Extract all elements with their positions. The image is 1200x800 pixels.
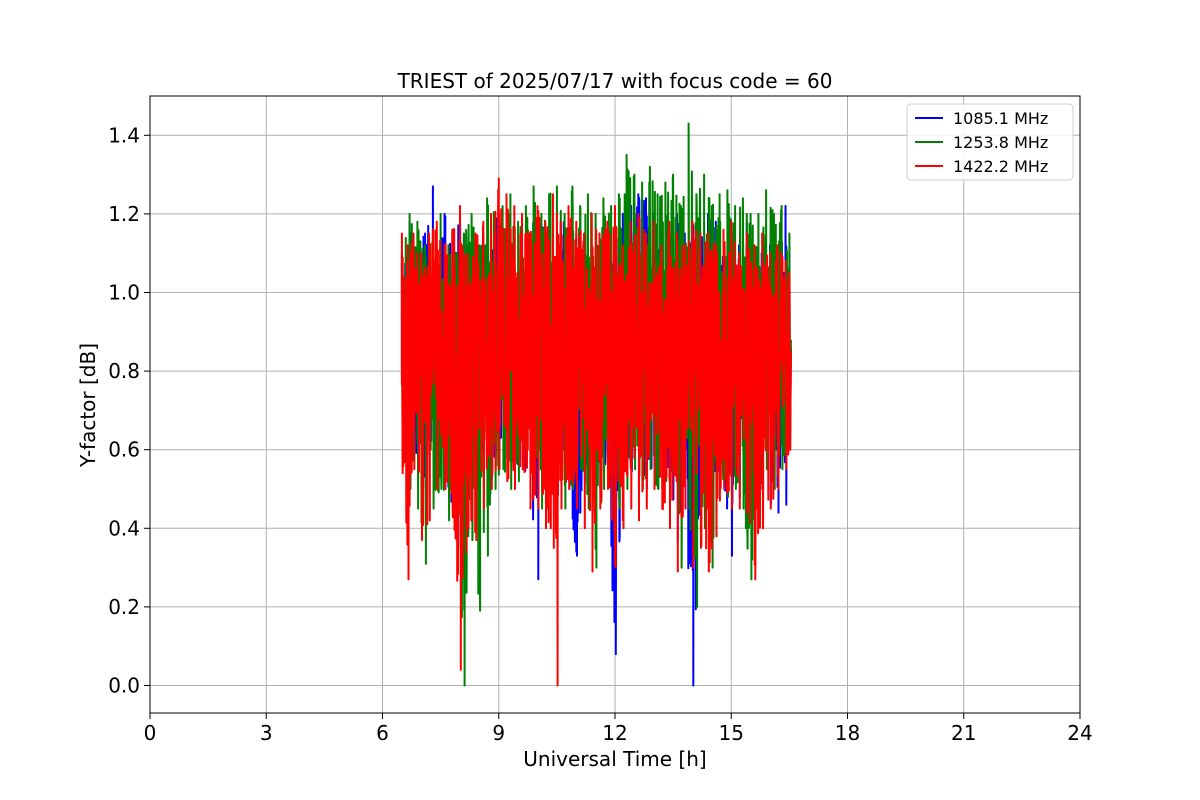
legend-entry: 1253.8 MHz	[953, 133, 1048, 152]
x-tick-label: 24	[1067, 721, 1092, 745]
chart-title: TRIEST of 2025/07/17 with focus code = 6…	[397, 69, 833, 93]
series-line-2	[400, 177, 792, 687]
x-tick-label: 6	[376, 721, 389, 745]
y-tick-label: 0.8	[108, 359, 140, 383]
x-tick-label: 9	[492, 721, 505, 745]
y-tick-label: 0.0	[108, 673, 140, 697]
y-tick-label: 0.4	[108, 516, 140, 540]
legend-entry: 1085.1 MHz	[953, 109, 1048, 128]
series-layer	[400, 122, 792, 687]
y-tick-label: 1.2	[108, 202, 140, 226]
x-axis-label: Universal Time [h]	[523, 747, 706, 771]
legend-entry: 1422.2 MHz	[953, 157, 1048, 176]
x-tick-label: 0	[144, 721, 157, 745]
x-tick-label: 18	[835, 721, 860, 745]
y-tick-label: 0.2	[108, 595, 140, 619]
y-tick-label: 1.4	[108, 123, 140, 147]
y-axis: 0.0 0.2 0.4 0.6 0.8 1.0 1.2 1.4	[108, 123, 150, 697]
x-tick-label: 3	[260, 721, 273, 745]
x-tick-label: 12	[602, 721, 627, 745]
y-axis-label: Y-factor [dB]	[76, 343, 100, 468]
x-axis: 0 3 6 9 12 15 18 21 24	[144, 713, 1093, 745]
plot-area: 0 3 6 9 12 15 18 21 24 0.0 0.2 0.4 0.6 0.8 1.0 1.2 1.4	[108, 95, 1093, 745]
legend-box	[906, 103, 1074, 181]
y-tick-label: 1.0	[108, 280, 140, 304]
x-tick-label: 21	[951, 721, 976, 745]
y-tick-label: 0.6	[108, 438, 140, 462]
x-tick-label: 15	[719, 721, 744, 745]
legend: 1085.1 MHz 1253.8 MHz 1422.2 MHz	[906, 103, 1074, 181]
